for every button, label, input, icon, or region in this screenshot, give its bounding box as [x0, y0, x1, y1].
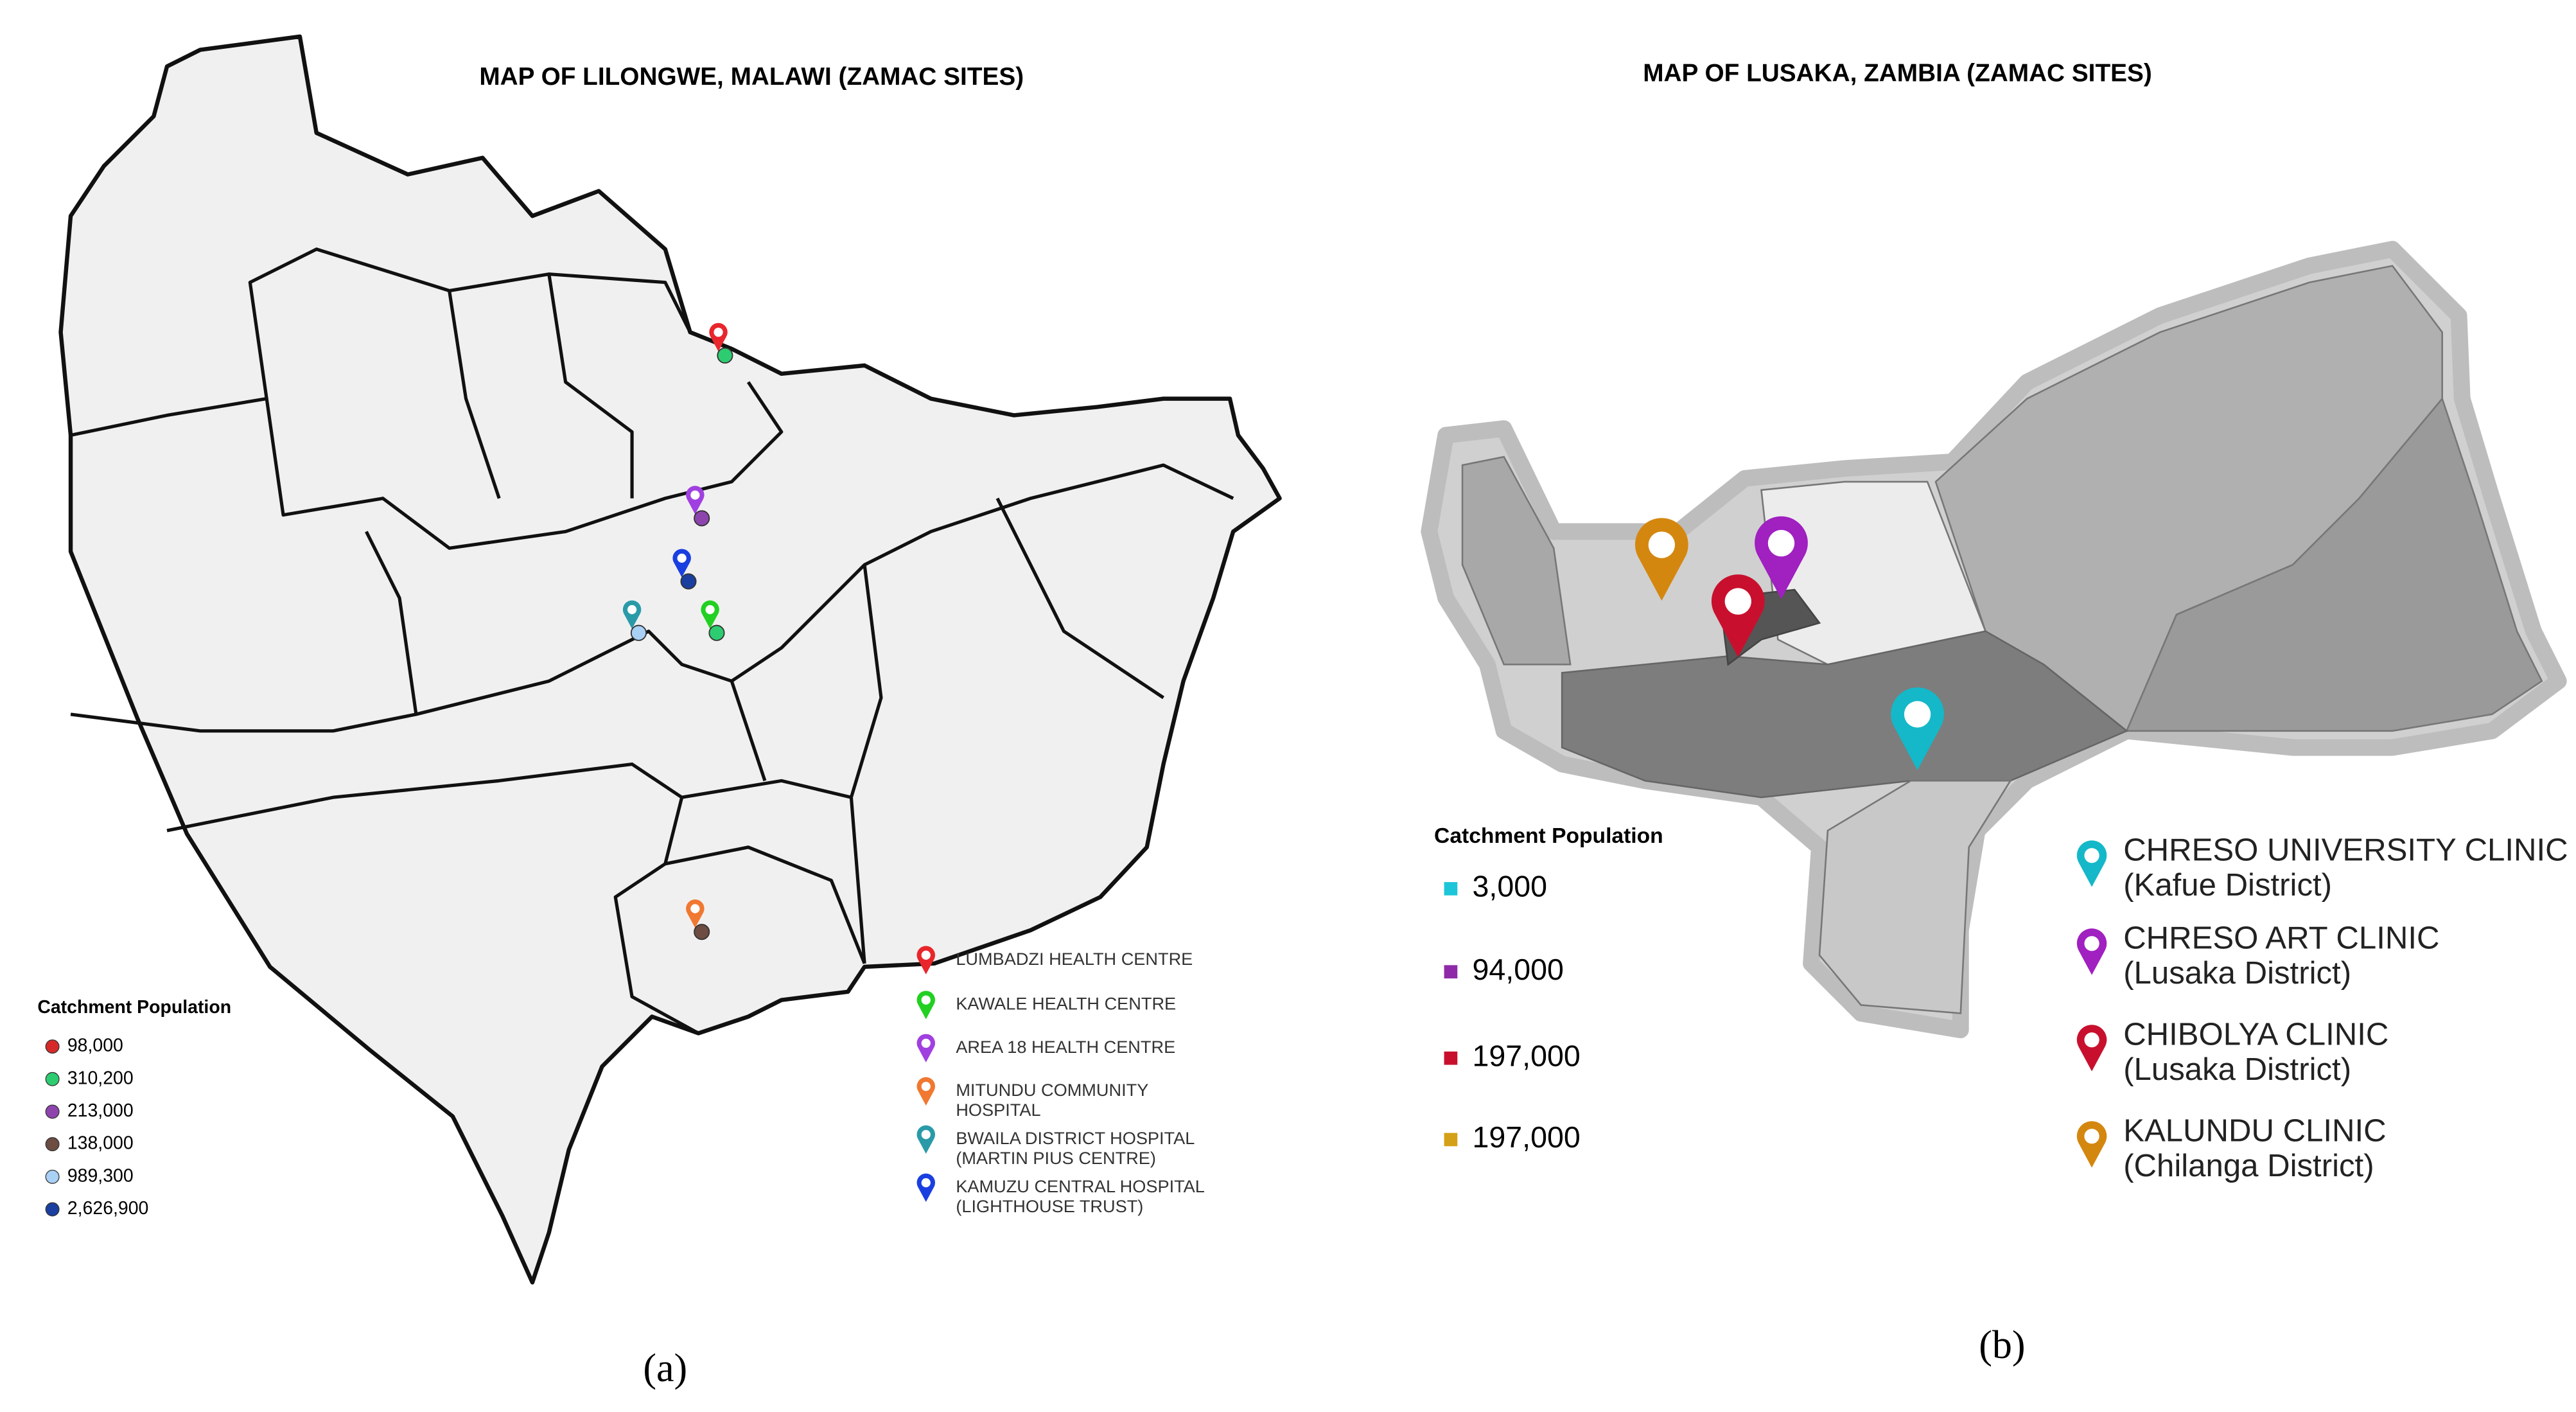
site-district: (Chilanga District) — [2123, 1149, 2374, 1183]
legend-label: 213,000 — [67, 1100, 134, 1121]
pin-center — [1724, 588, 1751, 615]
site-dot — [708, 624, 725, 641]
pin-center — [921, 1178, 931, 1188]
legend-title: Catchment Population — [37, 997, 231, 1018]
pin-center — [2084, 936, 2099, 951]
legend-dot — [45, 1104, 60, 1119]
pin — [709, 322, 728, 352]
site-district: (Lusaka District) — [2123, 956, 2351, 991]
legend-label: 197,000 — [1473, 1120, 1581, 1154]
site-label: CHIBOLYA CLINIC — [2123, 1018, 2388, 1052]
pin — [622, 600, 642, 629]
legend-square — [1444, 882, 1458, 896]
pin — [701, 600, 719, 629]
site-label: KAWALE HEALTH CENTRE — [956, 994, 1176, 1014]
pin — [686, 486, 705, 515]
site-label: (MARTIN PIUS CENTRE) — [956, 1148, 1156, 1168]
site-dot — [680, 573, 697, 590]
site-dot — [717, 347, 733, 364]
pin — [686, 899, 705, 928]
site-label: MITUNDU COMMUNITY — [956, 1080, 1148, 1100]
pin-center — [1904, 701, 1931, 728]
site-district: (Kafue District) — [2123, 868, 2332, 903]
legend-label: 2,626,900 — [67, 1198, 149, 1219]
legend-dot — [45, 1169, 60, 1184]
legend-label: 197,000 — [1473, 1039, 1581, 1073]
pin — [2076, 1121, 2107, 1168]
legend-square — [1444, 1051, 1458, 1065]
pin-center — [690, 490, 700, 500]
legend-label: 94,000 — [1473, 953, 1564, 986]
pin-center — [921, 950, 931, 960]
pin — [1755, 516, 1808, 599]
lusaka-map — [1421, 240, 2567, 1039]
pin-center — [921, 995, 931, 1005]
site-dot — [630, 624, 647, 641]
legend-label: 98,000 — [67, 1036, 123, 1056]
pin — [2076, 928, 2107, 975]
site-dot — [694, 510, 710, 527]
map-title: MAP OF LUSAKA, ZAMBIA (ZAMAC SITES) — [1643, 60, 2152, 87]
pin — [672, 549, 691, 578]
site-label: LUMBADZI HEALTH CENTRE — [956, 949, 1193, 969]
pin-center — [714, 328, 723, 337]
pin-center — [627, 605, 637, 615]
legend-label: 989,300 — [67, 1165, 134, 1186]
pin — [916, 1125, 935, 1154]
caption: (b) — [1979, 1323, 2025, 1367]
pin-center — [677, 553, 687, 563]
pin — [2076, 840, 2107, 887]
legend-square — [1444, 1133, 1458, 1147]
pin-center — [921, 1082, 931, 1091]
legend-dot — [45, 1072, 60, 1086]
pin-center — [921, 1130, 931, 1140]
pin — [916, 1173, 935, 1203]
pin-center — [705, 605, 715, 615]
pin — [1891, 687, 1944, 770]
legend-label: 138,000 — [67, 1133, 134, 1154]
legend-title: Catchment Population — [1434, 824, 1663, 848]
site-dot — [694, 924, 710, 940]
site-label: CHRESO UNIVERSITY CLINIC — [2123, 833, 2568, 868]
pin-center — [1648, 531, 1676, 558]
lilongwe-map — [58, 34, 1282, 1285]
pin-center — [2084, 1032, 2099, 1048]
map-title: MAP OF LILONGWE, MALAWI (ZAMAC SITES) — [479, 63, 1024, 91]
legend-dot — [45, 1039, 60, 1054]
pin-center — [690, 904, 700, 913]
site-label: KALUNDU CLINIC — [2123, 1114, 2386, 1149]
pin-center — [2084, 1129, 2099, 1144]
pin-center — [1767, 529, 1795, 557]
site-label: KAMUZU CENTRAL HOSPITAL — [956, 1176, 1205, 1196]
legend-label: 310,200 — [67, 1068, 134, 1088]
pin — [1634, 518, 1688, 601]
pin — [2076, 1025, 2107, 1072]
legend-label: 3,000 — [1473, 870, 1547, 903]
pin — [916, 1034, 935, 1063]
site-label: BWAILA DISTRICT HOSPITAL — [956, 1128, 1195, 1148]
pin — [1711, 574, 1765, 657]
pin — [916, 946, 935, 975]
legend-square — [1444, 965, 1458, 979]
site-label: CHRESO ART CLINIC — [2123, 921, 2439, 956]
site-label: AREA 18 HEALTH CENTRE — [956, 1037, 1175, 1057]
caption: (a) — [643, 1346, 687, 1390]
pin-center — [2084, 848, 2099, 863]
pin — [916, 991, 935, 1019]
pin — [916, 1077, 935, 1106]
site-label: (LIGHTHOUSE TRUST) — [956, 1196, 1143, 1216]
site-label: HOSPITAL — [956, 1100, 1040, 1120]
site-district: (Lusaka District) — [2123, 1052, 2351, 1087]
legend-dot — [45, 1137, 60, 1152]
legend-dot — [45, 1202, 60, 1217]
pin-center — [921, 1038, 931, 1048]
